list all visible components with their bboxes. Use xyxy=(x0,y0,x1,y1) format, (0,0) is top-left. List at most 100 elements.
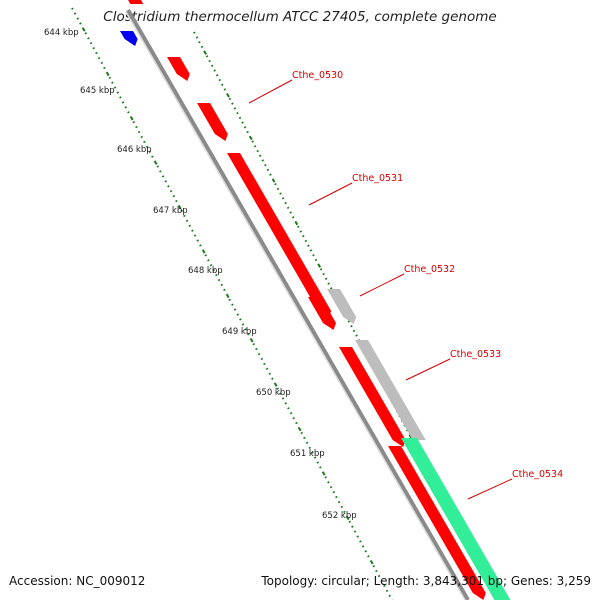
gene-feature-cthe-0534 xyxy=(401,438,511,600)
ruler-tick xyxy=(271,377,274,380)
ruler-tick xyxy=(239,318,242,321)
ruler-tick xyxy=(377,574,381,578)
ruler-tick xyxy=(233,107,237,110)
ruler-tick xyxy=(307,244,310,247)
ruler-tick xyxy=(271,178,276,183)
ruler-tick xyxy=(304,239,308,243)
ruler-ticks-left xyxy=(71,7,394,600)
ruler-tick xyxy=(113,86,117,89)
gene-feature-blue xyxy=(120,31,138,46)
ruler-tick xyxy=(269,173,272,176)
ruler-tick xyxy=(289,412,293,415)
ruler-tick xyxy=(337,500,341,504)
ruler-tick xyxy=(188,224,191,227)
ruler-tick xyxy=(316,461,319,464)
ruler-tick xyxy=(332,490,335,494)
ruler-tick xyxy=(241,121,244,124)
ruler-tick xyxy=(213,69,216,72)
ruler-tick xyxy=(408,433,413,439)
ruler-label: 651 kbp xyxy=(290,449,325,459)
ruler-tick xyxy=(241,323,245,326)
gene-features xyxy=(120,0,511,600)
gene-label: Cthe_0533 xyxy=(450,349,501,360)
ruler-tick xyxy=(329,287,333,290)
ruler-tick xyxy=(305,441,309,445)
ruler-tick xyxy=(255,347,258,351)
ruler-tick xyxy=(367,555,370,558)
ruler-tick xyxy=(210,64,214,68)
ruler-tick xyxy=(205,55,209,58)
ruler-tick xyxy=(273,382,278,387)
ruler-tick xyxy=(289,211,292,214)
ruler-tick xyxy=(281,197,285,200)
gene-feature xyxy=(388,446,486,600)
ruler-tick xyxy=(164,180,167,183)
ruler-label: 652 kbp xyxy=(322,511,357,521)
ruler-tick xyxy=(364,550,367,553)
gene-feature-cthe-0531 xyxy=(227,153,332,318)
ruler-tick xyxy=(124,106,127,109)
ruler-tick xyxy=(143,140,146,144)
gene-feature xyxy=(308,297,337,330)
ruler-tick xyxy=(253,145,257,148)
ruler-tick xyxy=(313,456,317,459)
ruler-tick xyxy=(196,239,199,242)
ruler-tick xyxy=(312,253,315,257)
ruler-tick xyxy=(266,168,270,172)
ruler-tick xyxy=(352,329,356,333)
ruler-tick xyxy=(343,510,346,514)
ruler-tick xyxy=(238,116,242,120)
ruler-tick xyxy=(345,515,350,521)
ruler-label: 650 kbp xyxy=(256,388,291,398)
ruler-tick xyxy=(276,187,280,191)
ruler-tick xyxy=(169,190,173,193)
ruler-tick xyxy=(256,149,259,153)
ruler-tick xyxy=(73,12,77,15)
ruler-labels: 644 kbp 645 kbp 646 kbp 647 kbp 648 kbp 649 k… xyxy=(44,28,357,521)
ruler-tick xyxy=(95,51,98,55)
ruler-tick xyxy=(327,282,330,285)
label-leader-line xyxy=(359,273,405,297)
ruler-tick xyxy=(297,426,302,432)
ruler-tick xyxy=(145,145,149,149)
ruler-tick xyxy=(225,293,230,299)
ruler-tick xyxy=(303,436,306,440)
ruler-tick xyxy=(159,170,162,173)
ruler-tick xyxy=(121,101,125,104)
ruler-tick xyxy=(353,530,357,533)
ruler-tick xyxy=(311,451,314,454)
ruler-tick xyxy=(300,431,303,435)
ruler-tick xyxy=(172,194,175,198)
genome-backbone xyxy=(126,9,470,600)
ruler-tick xyxy=(223,88,227,91)
ruler-tick xyxy=(276,387,279,390)
ruler-tick xyxy=(167,185,170,188)
ruler-tick xyxy=(79,22,82,25)
ruler-tick xyxy=(356,535,359,538)
ruler-tick xyxy=(97,56,101,60)
accession-text: Accession: NC_009012 xyxy=(9,574,146,588)
ruler-tick xyxy=(201,249,206,254)
ruler-tick xyxy=(105,71,110,77)
genome-info-text: Topology: circular; Length: 3,843,301 bp… xyxy=(261,574,591,588)
ruler-tick xyxy=(215,74,219,77)
ruler-tick xyxy=(252,342,255,346)
gene-feature-cthe-0530 xyxy=(167,57,190,81)
ruler-tick xyxy=(193,31,196,34)
ruler-tick xyxy=(279,192,282,195)
ruler-tick xyxy=(220,283,223,287)
gene-label: Cthe_0530 xyxy=(292,70,343,81)
ruler-tick xyxy=(372,564,375,568)
ruler-tick xyxy=(89,42,93,45)
ruler-tick xyxy=(140,135,143,139)
ruler-tick xyxy=(340,505,343,509)
ruler-label: 646 kbp xyxy=(117,145,152,155)
gene-feature xyxy=(197,103,228,141)
ruler-tick xyxy=(195,36,199,39)
ruler-tick xyxy=(383,584,386,588)
ruler-tick xyxy=(380,579,383,583)
ruler-tick xyxy=(314,258,318,262)
ruler-tick xyxy=(243,126,247,129)
label-leader-line xyxy=(308,182,353,206)
